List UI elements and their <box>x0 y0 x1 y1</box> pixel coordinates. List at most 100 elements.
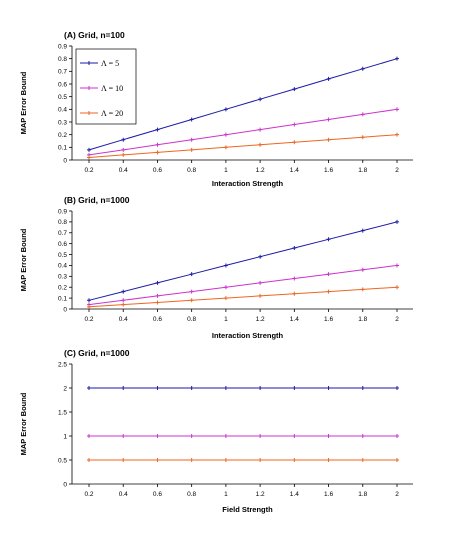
data-point <box>326 117 331 122</box>
series-2 <box>87 263 399 307</box>
x-tick-label: 1.4 <box>290 491 299 498</box>
chart-panel-3: (C) Grid, n=1000 0 0.5 1 1.5 2 2.5 0.2 0.4 0.6 0.8… <box>19 348 413 514</box>
x-tick-label: 1.2 <box>256 316 265 323</box>
x-tick-label: 2 <box>395 316 399 323</box>
data-point <box>121 302 126 307</box>
data-point <box>155 293 160 298</box>
data-point <box>292 276 297 281</box>
data-point <box>155 386 160 390</box>
x-tick-label: 1.8 <box>358 167 367 174</box>
data-point <box>258 127 263 132</box>
data-point <box>360 267 365 272</box>
y-tick-label: 1 <box>63 433 67 440</box>
data-point <box>360 287 365 292</box>
chart-panel-1: (A) Grid, n=100 0 0.1 0.2 0.3 0.4 0.5 0.6 0.7 0.8… <box>19 30 413 188</box>
x-tick-label: 0.4 <box>119 491 128 498</box>
series-2 <box>87 434 399 438</box>
data-point <box>258 280 263 285</box>
data-point <box>121 386 126 390</box>
legend: Λ = 5 Λ = 10 Λ = 20 <box>75 48 137 125</box>
x-tick-label: 1.6 <box>324 167 333 174</box>
y-tick-label: 2 <box>63 385 67 392</box>
legend-marker <box>87 61 91 65</box>
data-point <box>223 107 228 112</box>
data-point <box>292 122 297 127</box>
y-tick-label: 0 <box>63 306 67 313</box>
x-tick-label: 1 <box>224 491 228 498</box>
x-tick-label: 1.4 <box>290 316 299 323</box>
x-tick-label: 0.6 <box>153 316 162 323</box>
data-point <box>258 254 263 259</box>
series-1 <box>87 386 399 390</box>
x-tick-label: 0.2 <box>84 491 93 498</box>
y-tick-label: 0.8 <box>58 56 67 63</box>
chart-title: (C) Grid, n=1000 <box>64 348 130 358</box>
data-point <box>258 293 263 298</box>
data-point <box>292 87 297 92</box>
y-tick-label: 0.8 <box>58 219 67 226</box>
data-point <box>155 458 160 462</box>
data-point <box>326 434 331 438</box>
data-point <box>155 127 160 132</box>
data-point <box>223 263 228 268</box>
series-line <box>88 108 398 156</box>
data-point <box>223 386 228 390</box>
data-point <box>326 272 331 277</box>
x-tick-label: 0.8 <box>187 167 196 174</box>
data-point <box>360 458 365 462</box>
data-point <box>223 132 228 137</box>
y-tick-label: 0.5 <box>58 457 67 464</box>
y-tick-label: 0.9 <box>58 208 67 215</box>
legend-label: Λ = 5 <box>101 59 119 68</box>
data-point <box>395 263 399 268</box>
data-point <box>326 237 331 242</box>
series-line <box>88 221 398 301</box>
series-line <box>88 286 398 308</box>
data-point <box>223 458 228 462</box>
data-point <box>326 386 331 390</box>
data-point <box>395 107 399 112</box>
data-point <box>360 386 365 390</box>
data-point <box>121 137 126 142</box>
data-point <box>292 458 297 462</box>
data-point <box>121 298 126 303</box>
data-point <box>87 147 91 152</box>
data-point <box>326 458 331 462</box>
x-tick-label: 1.2 <box>256 491 265 498</box>
data-point <box>258 458 263 462</box>
data-point <box>121 289 126 294</box>
data-point <box>395 56 399 61</box>
data-point <box>292 140 297 145</box>
series-line <box>88 58 398 151</box>
data-point <box>395 458 399 462</box>
x-tick-label: 1.4 <box>290 167 299 174</box>
y-tick-label: 0.1 <box>58 295 67 302</box>
x-tick-label: 0.6 <box>153 167 162 174</box>
data-point <box>292 386 297 390</box>
y-tick-label: 0.1 <box>58 145 67 152</box>
data-point <box>87 386 91 390</box>
data-point <box>189 289 194 294</box>
data-point <box>360 228 365 233</box>
data-point <box>189 117 194 122</box>
x-tick-label: 1 <box>224 167 228 174</box>
y-tick-label: 0 <box>63 481 67 488</box>
y-tick-label: 1.5 <box>58 409 67 416</box>
data-point <box>87 155 91 160</box>
x-axis-label: Field Strength <box>222 505 273 514</box>
data-point <box>189 298 194 303</box>
data-point <box>395 132 399 137</box>
y-tick-label: 0.4 <box>58 263 67 270</box>
data-point <box>326 76 331 81</box>
legend-label: Λ = 20 <box>101 109 123 118</box>
legend-marker <box>87 111 91 115</box>
series-1 <box>87 219 399 303</box>
x-tick-label: 1.8 <box>358 316 367 323</box>
x-tick-label: 0.8 <box>187 316 196 323</box>
data-point <box>155 150 160 155</box>
y-tick-label: 0.5 <box>58 252 67 259</box>
data-point <box>223 434 228 438</box>
data-point <box>189 272 194 277</box>
chart-title: (A) Grid, n=100 <box>64 30 125 40</box>
